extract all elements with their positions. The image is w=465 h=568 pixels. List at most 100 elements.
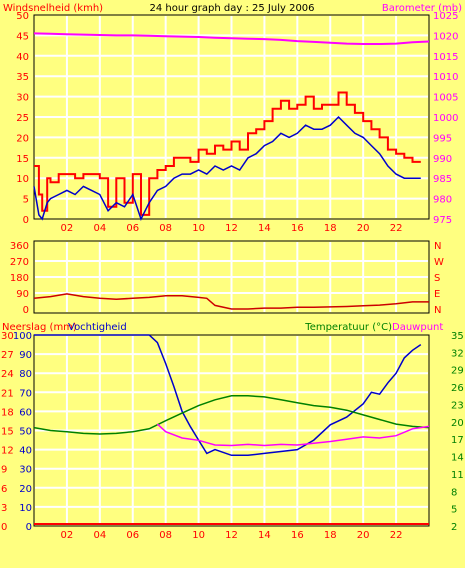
rain-y-tick-label: 0 (1, 522, 7, 533)
x-tick-label: 04 (93, 223, 106, 234)
temperature-axis-title: Temperatuur (°C) (304, 322, 392, 333)
wind-y-tick-label: 0 (23, 215, 29, 226)
compass-label: N (434, 241, 441, 252)
x-tick-label: 08 (159, 223, 172, 234)
x-tick-label: 04 (93, 530, 106, 541)
humidity-y-tick-label: 10 (19, 503, 32, 514)
barometer-y-tick-label: 1010 (433, 72, 458, 83)
dewpoint-series-line (156, 423, 430, 447)
temperature-y-tick-label: 8 (451, 487, 457, 498)
humidity-y-tick-label: 30 (19, 465, 32, 476)
wind-y-tick-label: 35 (16, 72, 29, 83)
humidity-y-tick-label: 70 (19, 388, 32, 399)
wind-y-tick-label: 15 (16, 154, 29, 165)
x-tick-label: 16 (291, 530, 304, 541)
temperature-y-tick-label: 29 (451, 366, 464, 377)
x-tick-label: 10 (192, 530, 205, 541)
wind-y-tick-label: 25 (16, 113, 29, 124)
direction-y-tick-label: 360 (10, 241, 29, 252)
barometer-y-tick-label: 1015 (433, 52, 458, 63)
direction-y-tick-label: 180 (10, 273, 29, 284)
wind-y-tick-label: 30 (16, 93, 29, 104)
humidity-y-tick-label: 90 (19, 350, 32, 361)
grid-lines (35, 16, 428, 525)
temperature-y-tick-label: 23 (451, 400, 464, 411)
barometer-y-tick-label: 980 (433, 195, 452, 206)
barometer-y-tick-label: 1025 (433, 11, 458, 22)
barometer-y-tick-label: 1005 (433, 93, 458, 104)
humidity-series-line (34, 334, 422, 457)
humidity-y-tick-label: 20 (19, 484, 32, 495)
barometer-y-tick-label: 985 (433, 174, 452, 185)
compass-label: W (434, 257, 444, 268)
barometer-axis-title: Barometer (mb) (382, 3, 462, 14)
direction-y-tick-label: 0 (23, 305, 29, 316)
barometer-y-tick-label: 990 (433, 154, 452, 165)
compass-label: E (434, 289, 440, 300)
humidity-y-tick-label: 60 (19, 407, 32, 418)
x-tick-label: 20 (357, 530, 370, 541)
x-tick-label: 06 (126, 530, 139, 541)
temperature-y-tick-label: 2 (451, 522, 457, 533)
temperature-y-tick-label: 32 (451, 348, 464, 359)
wind-axis-title: Windsnelheid (kmh) (3, 3, 103, 14)
barometer-y-tick-label: 1000 (433, 113, 458, 124)
humidity-y-tick-label: 40 (19, 446, 32, 457)
x-tick-label: 20 (357, 223, 370, 234)
temperature-y-tick-label: 26 (451, 383, 464, 394)
wind-series-line (33, 115, 421, 221)
x-tick-label: 22 (390, 223, 403, 234)
humidity-y-tick-label: 50 (19, 427, 32, 438)
rain-y-tick-label: 18 (1, 407, 14, 418)
wind-y-tick-label: 10 (16, 174, 29, 185)
rain-y-tick-label: 6 (1, 484, 7, 495)
x-tick-label: 16 (291, 223, 304, 234)
temperature-y-tick-label: 20 (451, 418, 464, 429)
wind-y-tick-label: 45 (16, 31, 29, 42)
barometer-y-tick-label: 995 (433, 133, 452, 144)
rain-y-tick-label: 15 (1, 427, 14, 438)
humidity-y-tick-label: 80 (19, 369, 32, 380)
x-tick-label: 02 (61, 223, 74, 234)
rain-y-tick-label: 24 (1, 369, 14, 380)
barometer-series-line (33, 32, 430, 45)
gust-series-line (34, 91, 421, 216)
wind-y-tick-label: 20 (16, 133, 29, 144)
rain-y-tick-label: 9 (1, 465, 7, 476)
direction-series-line (33, 293, 429, 310)
temperature-series-line (33, 395, 430, 435)
humidity-axis-title: Vochtigheid (68, 322, 127, 333)
x-tick-label: 12 (225, 530, 238, 541)
rain-axis-title: Neerslag (mm) (2, 322, 77, 333)
compass-label: N (434, 305, 441, 316)
x-tick-label: 14 (258, 223, 271, 234)
temperature-y-tick-label: 11 (451, 470, 464, 481)
rain-y-tick-label: 30 (1, 331, 14, 342)
wind-y-tick-label: 50 (16, 11, 29, 22)
x-tick-label: 10 (192, 223, 205, 234)
temperature-y-tick-label: 5 (451, 505, 457, 516)
wind-y-tick-label: 5 (23, 195, 29, 206)
compass-label: S (434, 273, 440, 284)
temperature-y-tick-label: 14 (451, 453, 464, 464)
direction-y-tick-label: 270 (10, 257, 29, 268)
series-layer (33, 32, 430, 525)
chart-title: 24 hour graph day : 25 July 2006 (149, 3, 314, 14)
x-tick-label: 18 (324, 530, 337, 541)
barometer-y-tick-label: 1020 (433, 31, 458, 42)
x-tick-label: 06 (126, 223, 139, 234)
wind-y-tick-label: 40 (16, 52, 29, 63)
rain-y-tick-label: 3 (1, 503, 7, 514)
rain-y-tick-label: 21 (1, 388, 14, 399)
x-tick-label: 02 (61, 530, 74, 541)
rain-y-tick-label: 27 (1, 350, 14, 361)
x-tick-label: 22 (390, 530, 403, 541)
x-tick-label: 12 (225, 223, 238, 234)
dewpoint-axis-title: Dauwpunt (392, 322, 443, 333)
barometer-y-tick-label: 975 (433, 215, 452, 226)
temperature-y-tick-label: 17 (451, 435, 464, 446)
humidity-y-tick-label: 100 (13, 331, 32, 342)
x-tick-label: 08 (159, 530, 172, 541)
